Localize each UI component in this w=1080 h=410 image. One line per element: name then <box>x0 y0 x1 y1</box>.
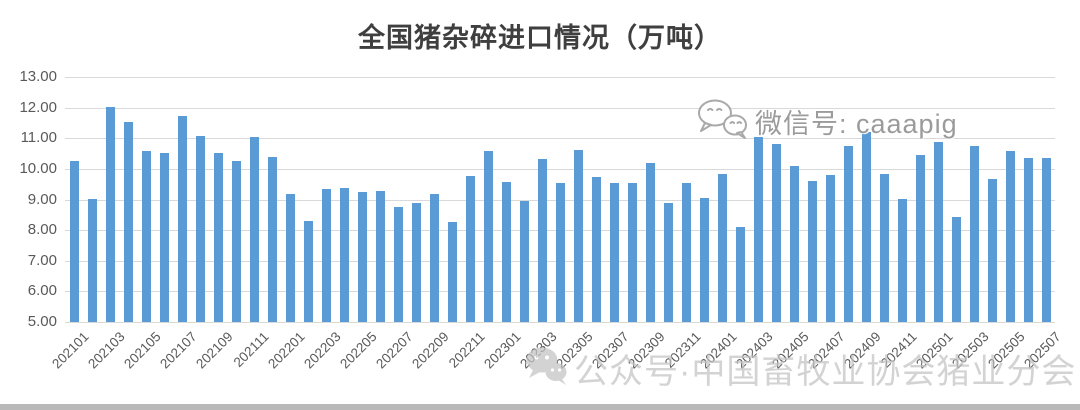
bar <box>627 182 637 322</box>
bar <box>213 152 223 322</box>
bar <box>177 115 187 322</box>
bar <box>735 227 745 322</box>
plot-area: 13.00 12.00 11.00 10.00 9.00 8.00 7.00 6.00 5.00… <box>19 68 1063 371</box>
x-tick-label: 202107 <box>157 329 200 372</box>
x-tick-label: 202201 <box>265 329 308 372</box>
y-tick-label: 5.00 <box>27 313 57 330</box>
bar <box>141 150 151 322</box>
bar <box>987 178 997 322</box>
x-tick-label: 202101 <box>49 329 92 372</box>
bar <box>195 135 205 322</box>
bar <box>267 157 277 322</box>
bar <box>951 217 961 322</box>
y-tick-label: 8.00 <box>27 221 57 239</box>
chart-title: 全国猪杂碎进口情况（万吨） <box>358 23 722 54</box>
bar <box>591 176 601 322</box>
bar <box>123 122 133 322</box>
x-tick-label: 202209 <box>409 329 452 372</box>
bar <box>1041 157 1051 322</box>
x-tick-label: 202111 <box>230 329 272 371</box>
bar <box>699 197 709 322</box>
bar <box>1023 158 1033 322</box>
bar <box>789 166 799 322</box>
gridline <box>65 168 1055 170</box>
x-tick-label: 202109 <box>193 329 236 372</box>
watermark-wechat-id-text: 微信号: caaapig <box>755 109 958 139</box>
bar <box>321 189 331 322</box>
bar <box>573 149 583 322</box>
y-tick-label: 11.00 <box>20 129 57 147</box>
y-tick-label: 7.00 <box>27 251 57 269</box>
x-tick-label: 202301 <box>481 329 524 372</box>
y-tick-label: 13.00 <box>19 68 57 85</box>
y-tick-label: 12.00 <box>19 98 57 116</box>
x-tick-label: 202203 <box>301 329 344 372</box>
bar <box>843 145 853 322</box>
bar <box>753 136 763 322</box>
bar <box>87 198 97 322</box>
bar <box>393 206 403 322</box>
y-tick-label: 6.00 <box>27 282 57 300</box>
watermark-association-text: 公众号·中国畜牧业协会猪业分会 <box>574 353 1077 391</box>
bar <box>969 145 979 322</box>
bar <box>519 201 529 322</box>
bar <box>411 202 421 322</box>
bar <box>501 182 511 322</box>
bar <box>663 203 673 322</box>
bar <box>933 141 943 322</box>
bar <box>915 155 925 322</box>
wechat-icon <box>695 98 747 145</box>
bar <box>357 192 367 322</box>
x-tick-label: 202207 <box>373 329 416 372</box>
y-tick-label: 10.00 <box>19 159 57 177</box>
x-tick-label: 202205 <box>337 329 380 372</box>
watermark-association: 公众号·中国畜牧业协会猪业分会 <box>524 344 1076 393</box>
bar <box>429 193 439 322</box>
y-tick-label: 9.00 <box>27 190 57 208</box>
bar <box>285 193 295 322</box>
bar <box>69 160 79 322</box>
bar <box>339 187 349 322</box>
bar <box>879 173 889 322</box>
bar <box>537 159 547 322</box>
bar <box>825 175 835 322</box>
bar <box>447 221 457 322</box>
x-tick-label: 202105 <box>121 329 164 372</box>
bar <box>609 182 619 322</box>
bar <box>555 182 565 322</box>
bar <box>465 176 475 322</box>
bar <box>105 107 115 322</box>
bar <box>717 174 727 322</box>
bottom-edge-strip <box>0 404 1080 410</box>
x-tick-label: 202103 <box>85 329 128 372</box>
x-tick-label: 202211 <box>445 329 488 371</box>
bar <box>807 181 817 322</box>
gridline <box>65 77 1055 78</box>
bar <box>483 150 493 322</box>
bar <box>645 163 655 322</box>
bar <box>1005 150 1015 322</box>
wechat-icon <box>524 344 568 393</box>
bar <box>375 191 385 322</box>
watermark-wechat-id: 微信号: caaapig <box>695 98 958 145</box>
bar <box>897 199 907 322</box>
bar <box>303 220 313 322</box>
gridline <box>65 138 1055 140</box>
bar <box>771 144 781 322</box>
bar <box>231 160 241 322</box>
gridline <box>65 322 1055 323</box>
bar <box>861 132 871 322</box>
bar <box>681 182 691 322</box>
bar <box>249 137 259 322</box>
gridline <box>65 107 1055 109</box>
bar <box>159 152 169 322</box>
